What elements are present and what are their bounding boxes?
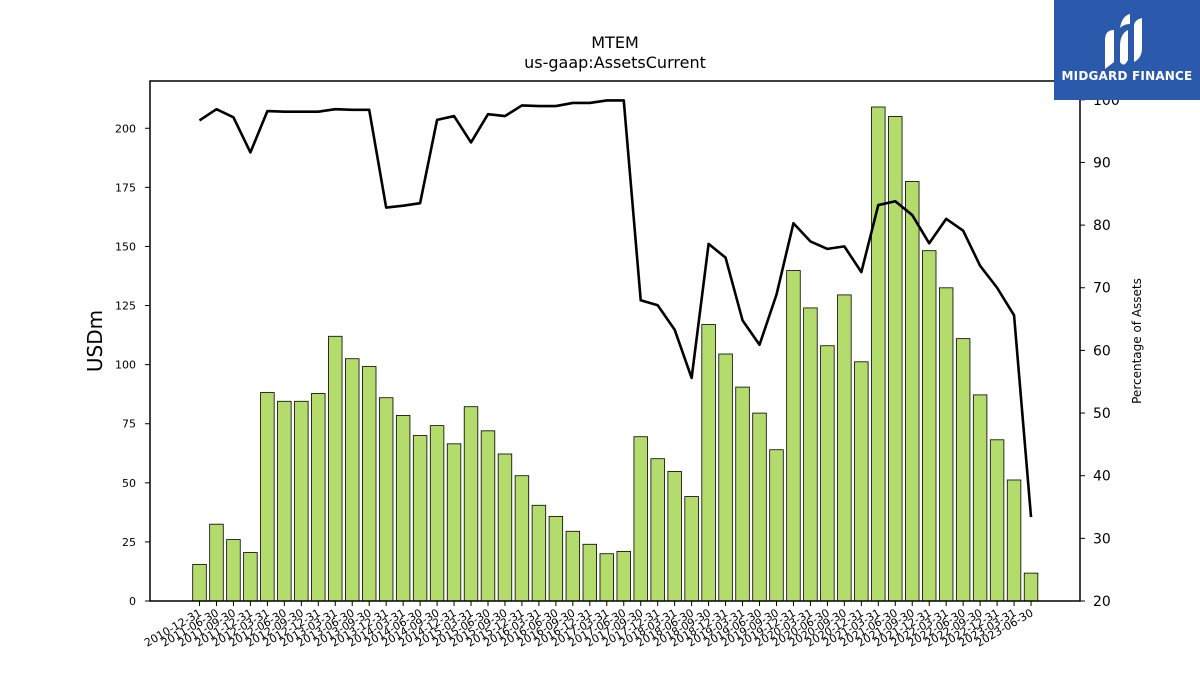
- bar: [565, 530, 581, 602]
- bar: [412, 435, 428, 602]
- midgard-finance-logo: MIDGARD FINANCE: [1054, 0, 1200, 100]
- bar: [463, 406, 479, 602]
- bar: [361, 366, 377, 602]
- bar: [922, 250, 937, 602]
- bar: [888, 116, 903, 602]
- bar: [905, 181, 920, 602]
- logo-text: MIDGARD FINANCE: [1061, 69, 1193, 83]
- bar: [209, 523, 224, 602]
- bar: [701, 324, 716, 602]
- bar: [582, 543, 598, 602]
- bar: [497, 453, 513, 602]
- bar: [277, 400, 292, 602]
- y-tick-label: 25: [122, 536, 136, 549]
- bar: [735, 386, 750, 602]
- bar: [260, 392, 275, 602]
- bar: [803, 307, 818, 602]
- bar-series: [192, 106, 1039, 602]
- y-tick-label: 175: [115, 181, 136, 194]
- chart-subtitle: us-gaap:AssetsCurrent: [524, 53, 706, 72]
- bar: [243, 552, 258, 602]
- series-line: [198, 99, 1033, 518]
- bar: [820, 345, 835, 602]
- logo-mark-icon: [1105, 14, 1142, 69]
- plot-frame: [149, 80, 1081, 602]
- bar: [599, 553, 614, 602]
- bar: [786, 270, 801, 602]
- y2-tick-label: 20: [1093, 594, 1111, 610]
- y-tick-label: 125: [115, 300, 136, 313]
- y2-tick-label: 80: [1093, 218, 1111, 234]
- bar: [311, 393, 326, 602]
- bar: [395, 415, 411, 602]
- bar: [854, 361, 869, 602]
- chart-title: MTEM: [591, 33, 639, 52]
- bar: [226, 539, 241, 602]
- bar: [684, 496, 699, 602]
- bar: [1023, 572, 1039, 602]
- bar: [633, 436, 648, 602]
- bar: [514, 475, 530, 602]
- bar: [837, 294, 852, 602]
- y2-tick-label: 30: [1093, 531, 1111, 547]
- y-tick-label: 200: [115, 122, 136, 135]
- line-series: [198, 99, 1033, 518]
- y-tick-label: 150: [115, 240, 136, 253]
- y-axis-label: USDm: [83, 310, 107, 372]
- bar: [1006, 479, 1022, 602]
- bar: [345, 358, 360, 602]
- y-tick-label: 50: [122, 477, 136, 490]
- bar: [752, 412, 767, 602]
- bar: [429, 425, 445, 602]
- y2-tick-label: 60: [1093, 343, 1111, 359]
- bar: [718, 353, 733, 602]
- bar: [192, 563, 207, 602]
- bar: [989, 439, 1005, 602]
- bar: [938, 287, 954, 602]
- y-axis: 0 25 50 75 100 125 150 175 200: [115, 122, 150, 608]
- bar: [955, 338, 971, 602]
- x-axis: 2010-12-312011-06-302011-09-302011-12-31…: [142, 601, 1036, 650]
- bar: [480, 430, 496, 602]
- bar: [650, 458, 665, 602]
- bar: [294, 400, 309, 602]
- bar: [871, 106, 886, 602]
- bar: [667, 471, 682, 602]
- bar: [616, 550, 631, 602]
- y2-tick-label: 70: [1093, 281, 1111, 297]
- y2-tick-label: 50: [1093, 406, 1111, 422]
- bar: [548, 515, 564, 602]
- bar: [531, 504, 547, 602]
- bar: [446, 443, 462, 602]
- y-tick-label: 0: [129, 595, 136, 608]
- y-tick-label: 75: [122, 418, 136, 431]
- y-tick-label: 100: [115, 359, 136, 372]
- bar: [972, 394, 988, 602]
- bar: [769, 449, 784, 602]
- y2-axis-label: Percentage of Assets: [1130, 278, 1144, 404]
- y2-tick-label: 40: [1093, 469, 1111, 485]
- bar: [378, 397, 394, 602]
- bar: [328, 335, 343, 602]
- y2-tick-label: 90: [1093, 155, 1111, 171]
